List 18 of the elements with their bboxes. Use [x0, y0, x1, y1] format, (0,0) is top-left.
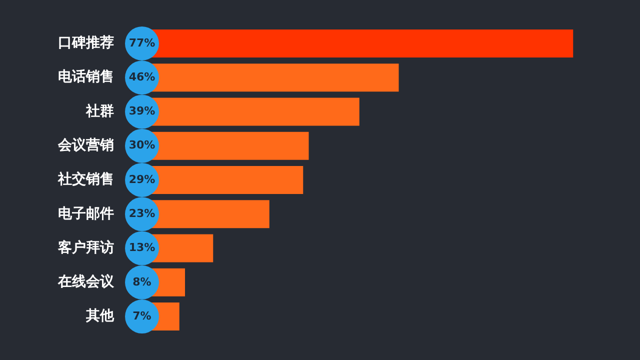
y-tick-label: 在线会议 — [57, 273, 115, 290]
y-tick-label: 其他 — [85, 308, 115, 324]
y-tick-label: 电话销售 — [58, 69, 114, 86]
y-tick-label: 客户拜访 — [57, 238, 114, 256]
data-label: 77% — [128, 36, 156, 50]
data-label: 23% — [128, 206, 156, 220]
data-label: 13% — [128, 241, 156, 254]
data-label: 8% — [132, 275, 152, 288]
data-label: 39% — [128, 104, 156, 118]
y-tick-label: 社交销售 — [57, 170, 114, 188]
data-label: 46% — [128, 70, 156, 84]
data-label: 7% — [132, 309, 152, 322]
data-label: 29% — [128, 172, 156, 186]
y-tick-label: 社群 — [85, 103, 114, 120]
y-tick-label: 电子邮件 — [58, 206, 114, 222]
y-tick-label: 会议营销 — [57, 136, 114, 154]
y-tick-label: 口碑推荐 — [58, 35, 114, 52]
data-label: 30% — [128, 138, 156, 152]
